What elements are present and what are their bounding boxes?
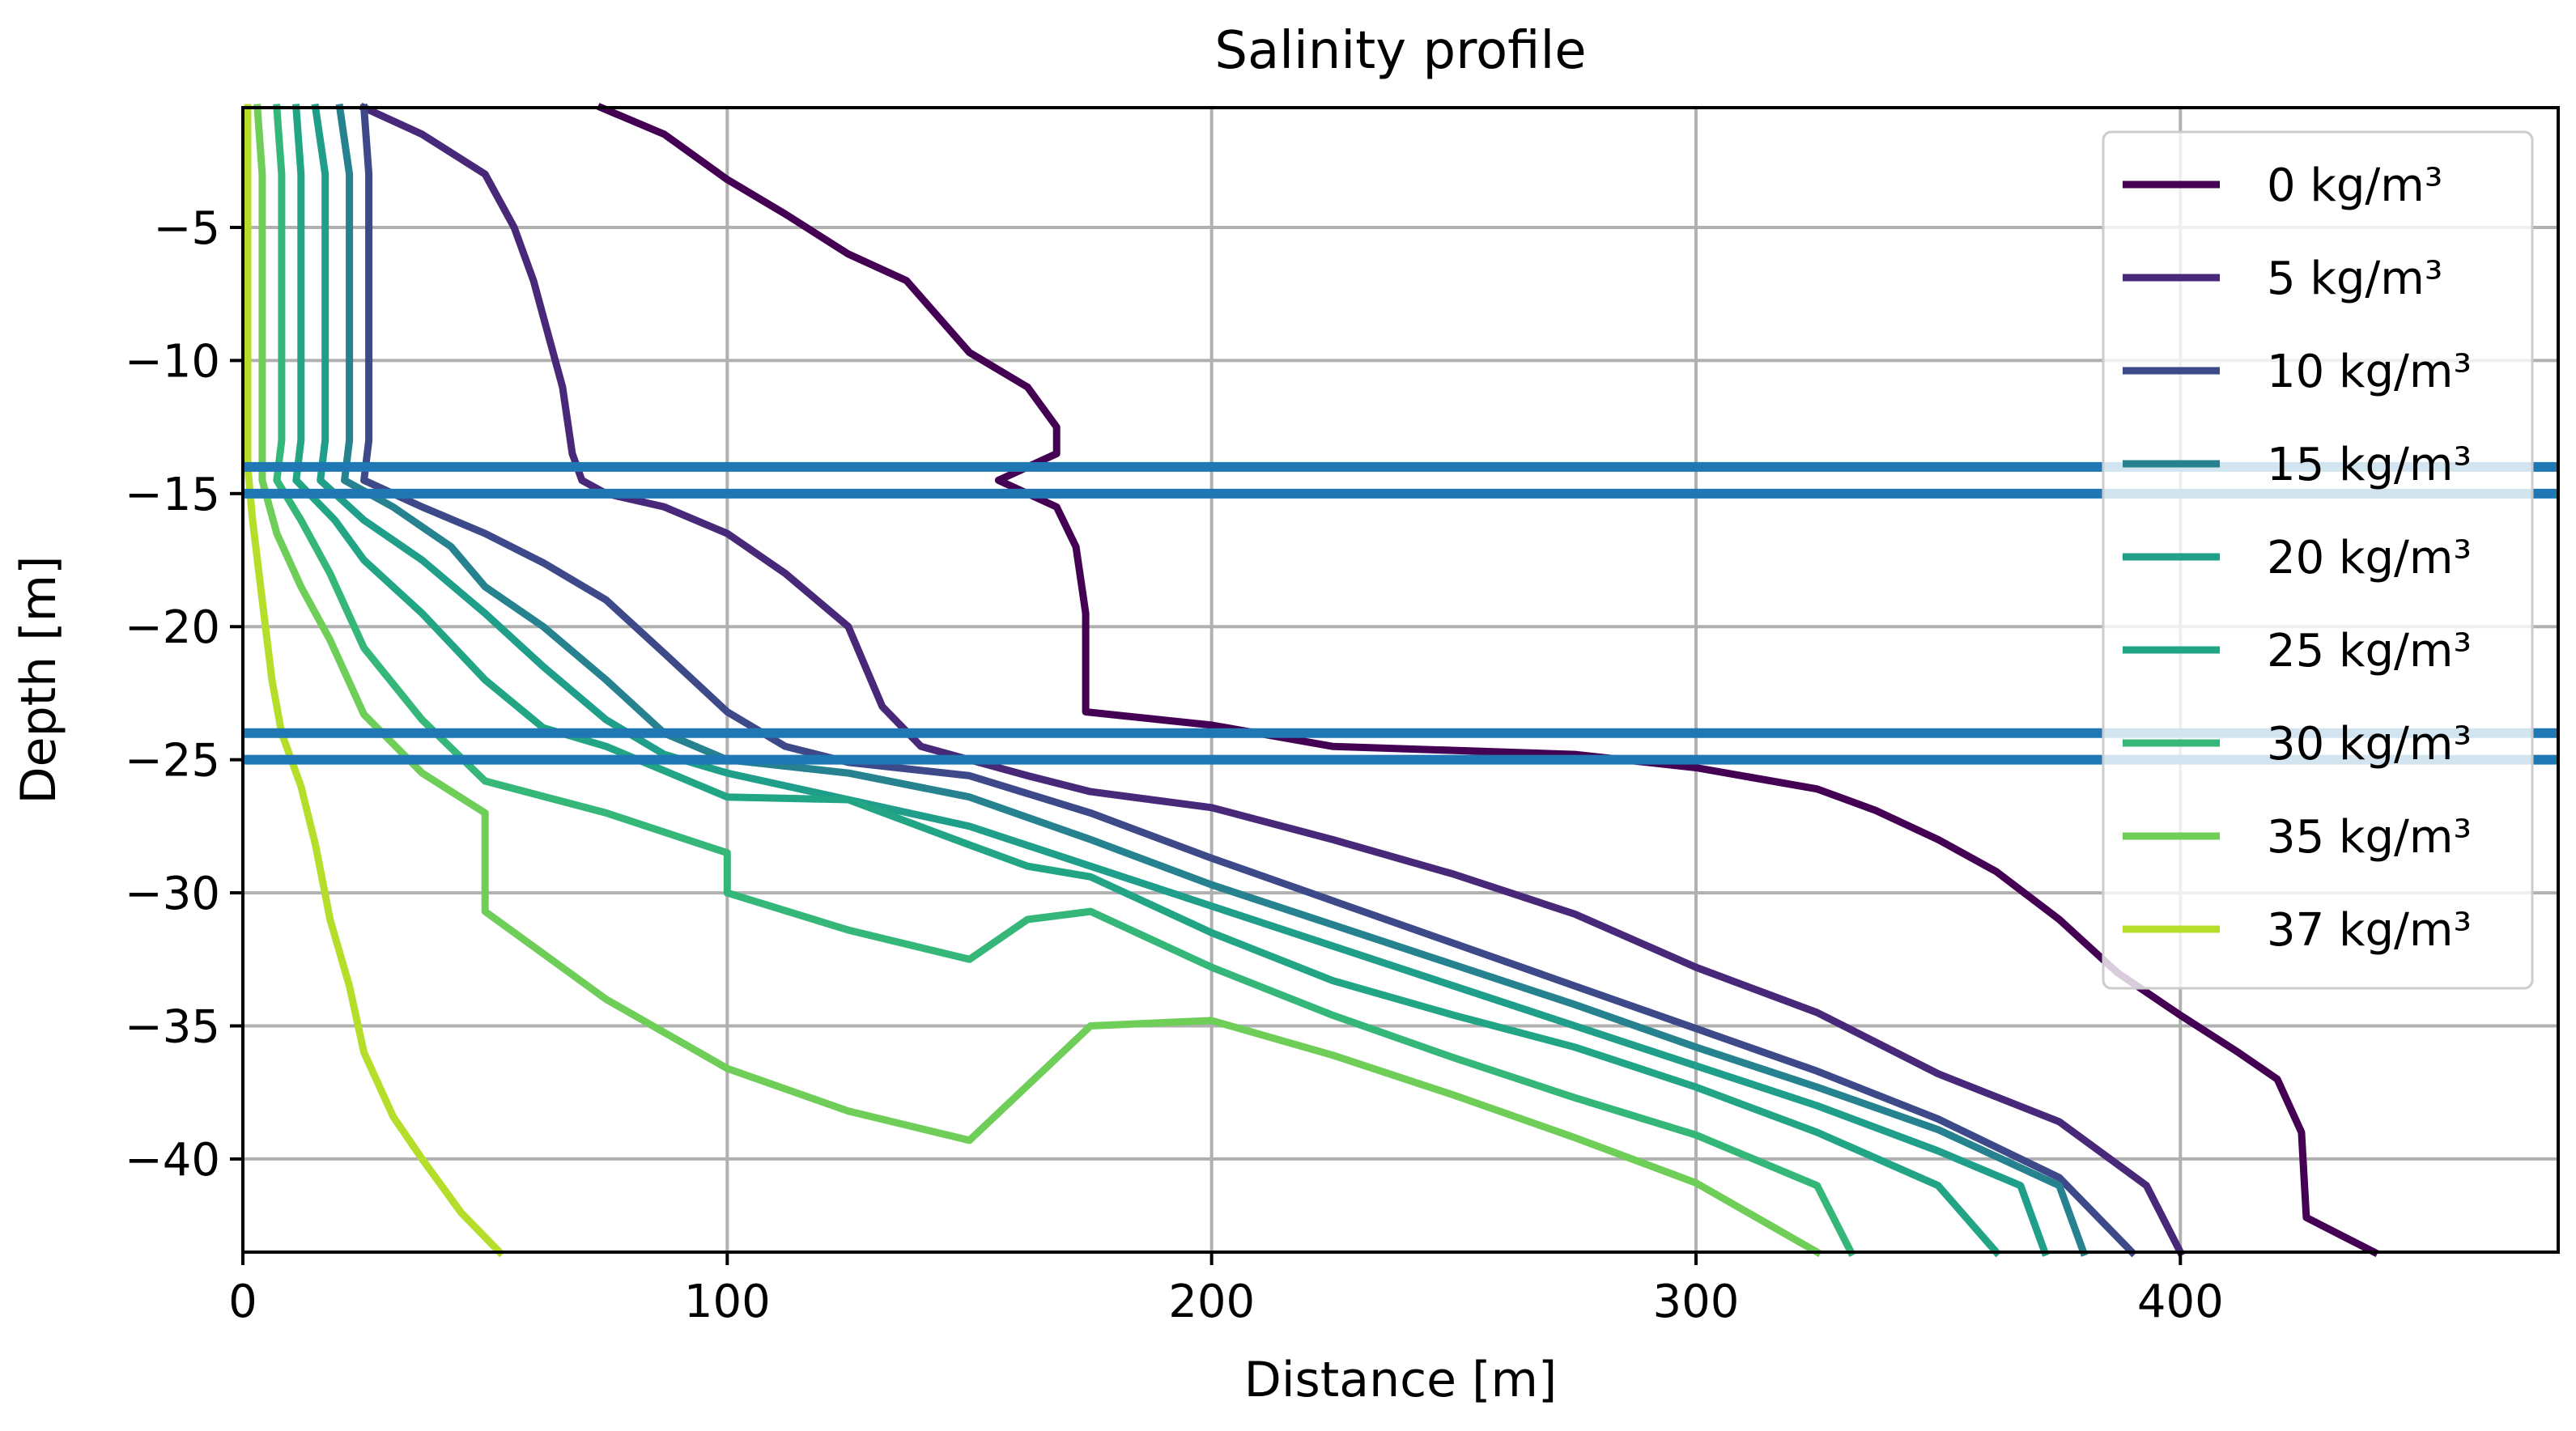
series-line-6 — [273, 104, 1856, 1258]
y-tick-label: −30 — [125, 868, 220, 920]
legend-label-6: 30 kg/m³ — [2267, 718, 2472, 771]
y-tick-label: −10 — [125, 335, 220, 388]
x-tick-label: 300 — [1653, 1276, 1740, 1328]
series-line-5 — [291, 104, 2002, 1258]
legend-label-4: 20 kg/m³ — [2267, 532, 2472, 584]
series-line-8 — [244, 104, 505, 1258]
y-axis-ticks: −5 −10 −15 −20 −25 −30 −35 −40 — [125, 202, 243, 1187]
y-tick-label: −35 — [125, 1000, 220, 1053]
legend-label-3: 15 kg/m³ — [2267, 439, 2472, 491]
legend-label-8: 37 kg/m³ — [2267, 904, 2472, 957]
legend-label-7: 35 kg/m³ — [2267, 811, 2472, 864]
y-tick-label: −5 — [153, 202, 220, 255]
y-tick-label: −40 — [125, 1134, 220, 1187]
y-axis-label: Depth [m] — [11, 555, 67, 804]
series-line-0 — [596, 103, 2379, 1258]
legend-label-1: 5 kg/m³ — [2267, 253, 2442, 305]
y-tick-label: −15 — [125, 469, 220, 521]
legend: 0 kg/m³ 5 kg/m³ 10 kg/m³ 15 kg/m³ 20 kg/m³ 25… — [2102, 130, 2534, 990]
series-line-3 — [335, 103, 2089, 1257]
chart-title: Salinity profile — [1214, 21, 1586, 81]
x-axis-label: Distance [m] — [1244, 1352, 1558, 1408]
x-tick-label: 100 — [684, 1276, 771, 1328]
legend-label-2: 10 kg/m³ — [2267, 346, 2472, 398]
x-tick-label: 200 — [1168, 1276, 1255, 1328]
legend-box — [2102, 130, 2534, 990]
x-axis-ticks: 0 100 200 300 400 — [228, 1252, 2224, 1328]
y-tick-label: −20 — [125, 601, 220, 654]
y-tick-label: −25 — [125, 735, 220, 788]
x-tick-label: 400 — [2137, 1276, 2224, 1328]
legend-label-0: 0 kg/m³ — [2267, 159, 2442, 212]
series-line-4 — [311, 103, 2050, 1257]
plot-frame — [241, 106, 2560, 1254]
legend-label-5: 25 kg/m³ — [2267, 625, 2472, 677]
series-line-2 — [359, 104, 2137, 1258]
x-tick-label: 0 — [228, 1276, 257, 1328]
series-line-1 — [359, 103, 2186, 1258]
